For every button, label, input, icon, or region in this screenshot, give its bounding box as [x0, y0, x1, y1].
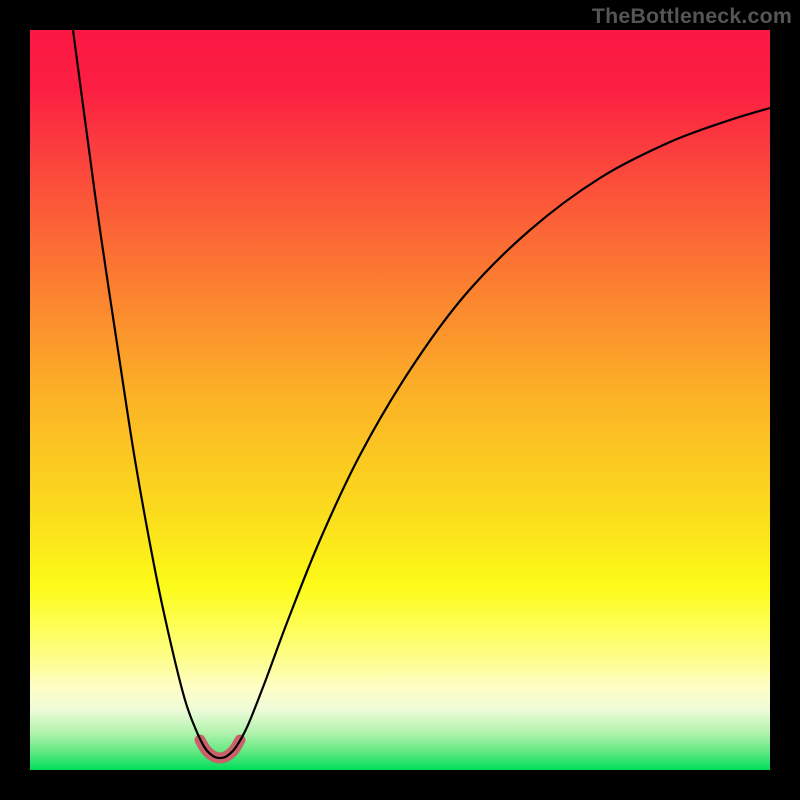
- figure-root: { "figure": { "type": "line", "width_px"…: [0, 0, 800, 800]
- bottleneck-curve: [30, 30, 770, 770]
- watermark-text: TheBottleneck.com: [592, 4, 792, 29]
- plot-area: [30, 30, 770, 770]
- bottleneck-curve-path: [73, 30, 770, 758]
